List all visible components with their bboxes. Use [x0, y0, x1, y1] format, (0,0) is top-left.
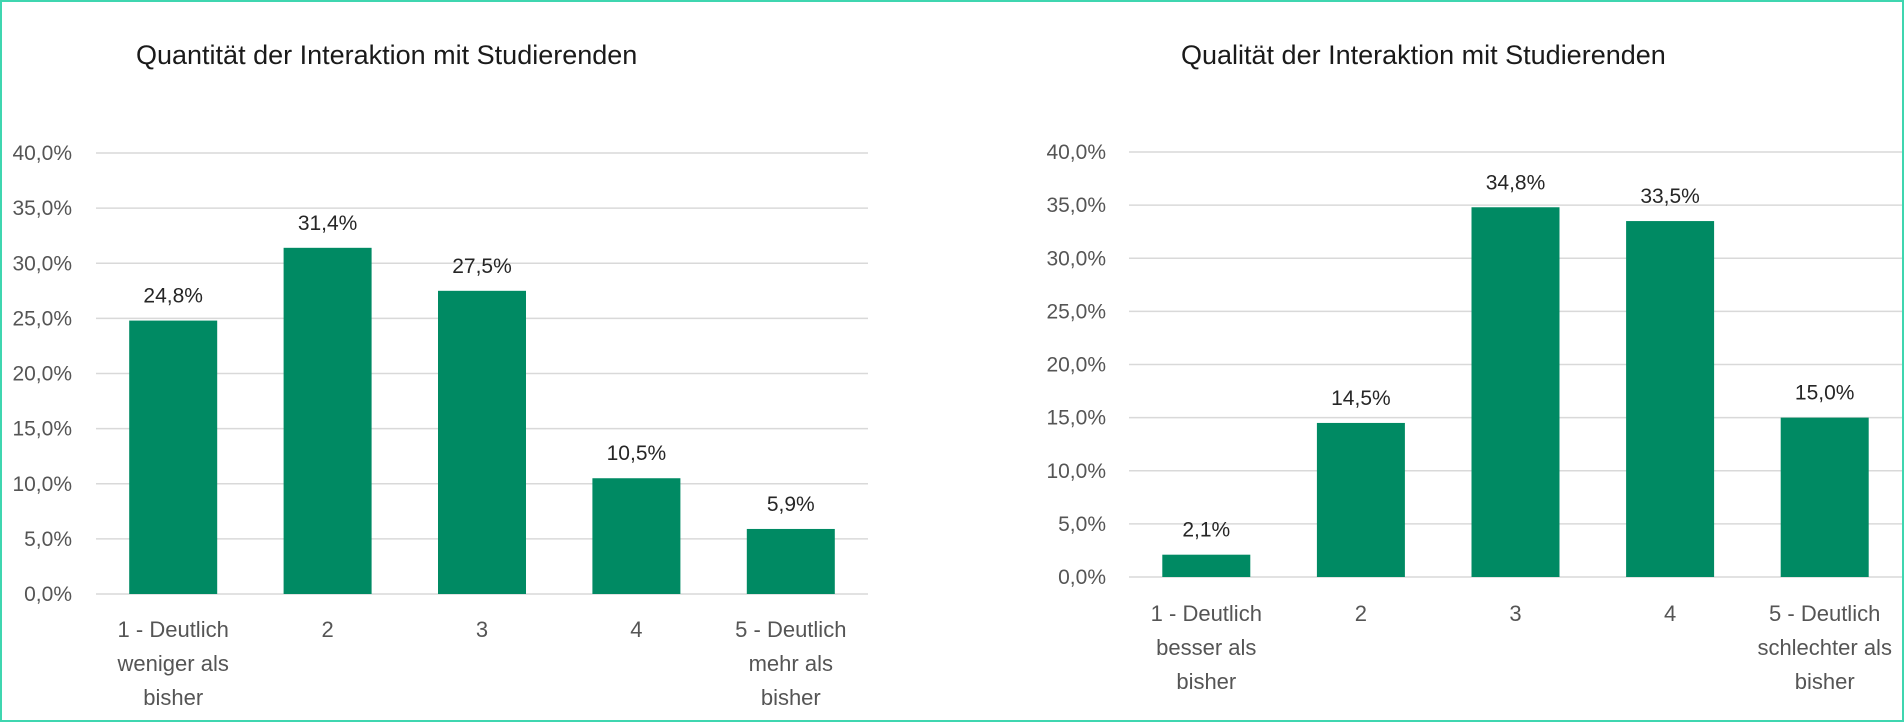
category-label: 3 [1509, 601, 1521, 626]
category-label-line: 3 [476, 617, 488, 642]
y-tick-label: 20,0% [12, 363, 72, 386]
bar [283, 247, 372, 594]
category-label: 1 - Deutlich besser als bisher [1151, 601, 1262, 694]
category-label: 4 [1664, 601, 1676, 626]
category-label-line: 4 [1664, 601, 1676, 626]
category-label-line: 5 - Deutlich [735, 617, 846, 642]
data-label: 15,0% [1795, 382, 1855, 405]
category-label: 2 [321, 617, 333, 642]
category-label-line: weniger als [117, 651, 229, 676]
data-label: 34,8% [1486, 171, 1546, 194]
bar [746, 528, 835, 594]
bar [1316, 422, 1405, 577]
y-tick-label: 25,0% [12, 307, 72, 330]
bar [1780, 417, 1869, 577]
y-tick-label: 5,0% [24, 528, 72, 551]
bar [1471, 207, 1560, 577]
category-label-line: mehr als [749, 651, 833, 676]
y-tick-label: 10,0% [12, 473, 72, 496]
category-label: 2 [1355, 601, 1367, 626]
category-label: 5 - Deutlich schlechter als bisher [1757, 601, 1892, 694]
category-label-line: 5 - Deutlich [1769, 601, 1880, 626]
data-label: 24,8% [143, 285, 203, 308]
y-tick-label: 15,0% [1046, 407, 1106, 430]
y-tick-label: 10,0% [1046, 460, 1106, 483]
quantity-chart-plot: 0,0% 5,0% 10,0% 15,0% 20,0% 25,0% 30,0% 35,0% 40… [12, 142, 868, 710]
category-label-line: 2 [321, 617, 333, 642]
bar [1626, 221, 1715, 577]
category-label-line: 3 [1509, 601, 1521, 626]
y-tick-label: 20,0% [1046, 354, 1106, 377]
chart-title: Quantität der Interaktion mit Studierend… [136, 40, 638, 70]
category-label: 4 [630, 617, 642, 642]
category-label-line: besser als [1156, 635, 1256, 660]
category-label-line: bisher [1795, 669, 1855, 694]
data-label: 14,5% [1331, 387, 1391, 410]
y-tick-label: 40,0% [12, 142, 72, 165]
y-tick-label: 30,0% [1046, 247, 1106, 270]
data-label: 10,5% [607, 442, 667, 465]
category-label-line: schlechter als [1757, 635, 1892, 660]
data-label: 33,5% [1640, 185, 1700, 208]
y-tick-label: 40,0% [1046, 141, 1106, 164]
category-label-line: 4 [630, 617, 642, 642]
y-tick-label: 15,0% [12, 418, 72, 441]
y-tick-label: 0,0% [1058, 566, 1106, 589]
bar [129, 320, 218, 594]
bar [1162, 554, 1251, 577]
data-label: 27,5% [452, 255, 512, 278]
y-tick-label: 35,0% [12, 197, 72, 220]
category-label-line: 1 - Deutlich [1151, 601, 1262, 626]
y-tick-label: 30,0% [12, 252, 72, 275]
bar [592, 478, 681, 594]
bar [438, 290, 526, 594]
quality-chart-plot: 0,0% 5,0% 10,0% 15,0% 20,0% 25,0% 30,0% 35,0% 40… [1046, 141, 1902, 694]
category-label: 1 - Deutlich weniger als bisher [117, 617, 229, 710]
y-tick-label: 25,0% [1046, 300, 1106, 323]
data-label: 2,1% [1182, 519, 1230, 542]
category-label-line: 2 [1355, 601, 1367, 626]
y-tick-label: 35,0% [1046, 194, 1106, 217]
category-label-line: 1 - Deutlich [118, 617, 229, 642]
quantity-chart: Quantität der Interaktion mit Studierend… [2, 2, 902, 720]
category-label: 5 - Deutlich mehr als bisher [735, 617, 846, 710]
y-tick-label: 5,0% [1058, 513, 1106, 536]
chart-title: Qualität der Interaktion mit Studierende… [1181, 40, 1666, 70]
data-label: 31,4% [298, 212, 358, 235]
category-label-line: bisher [1176, 669, 1236, 694]
quality-chart: Qualität der Interaktion mit Studierende… [1022, 2, 1902, 720]
y-tick-label: 0,0% [24, 583, 72, 606]
category-label: 3 [476, 617, 488, 642]
category-label-line: bisher [761, 685, 821, 710]
data-label: 5,9% [767, 493, 815, 516]
category-label-line: bisher [143, 685, 203, 710]
